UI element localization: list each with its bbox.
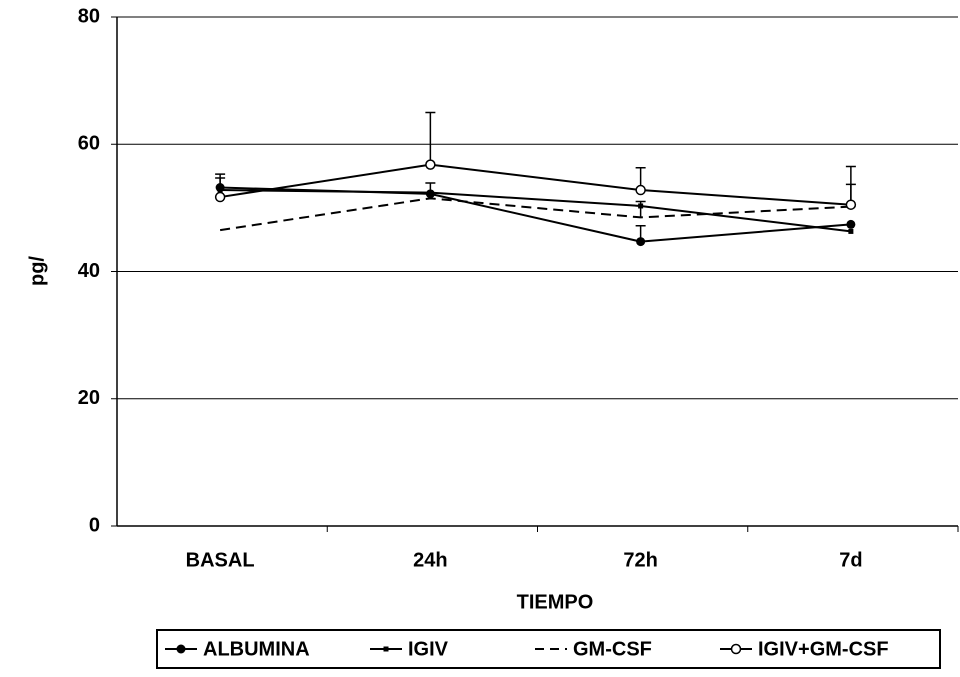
series-line — [220, 189, 851, 233]
point — [636, 237, 646, 247]
y-axis-title: pg/ — [26, 256, 48, 286]
legend-label: IGIV+GM-CSF — [758, 638, 889, 660]
point — [848, 228, 854, 234]
point — [635, 184, 646, 196]
error-bar — [215, 173, 226, 191]
point — [427, 190, 433, 196]
point — [846, 219, 856, 229]
x-tick-label: 24h — [413, 549, 447, 571]
series-line — [219, 197, 851, 232]
point — [845, 199, 857, 210]
y-tick-label: 80 — [78, 5, 100, 27]
series-line — [219, 163, 851, 206]
error-bar — [425, 111, 436, 165]
y-tick-label: 40 — [78, 260, 100, 282]
point — [425, 159, 436, 170]
y-tick-label: 60 — [78, 133, 100, 155]
point — [217, 187, 223, 193]
x-tick-label: BASAL — [186, 549, 255, 571]
legend-label: GM-CSF — [573, 638, 652, 660]
x-tick-label: 72h — [623, 549, 657, 571]
y-tick-label: 0 — [89, 514, 100, 536]
y-tick-label: 20 — [78, 387, 100, 409]
legend-marker — [730, 643, 742, 655]
error-bar — [845, 165, 856, 205]
x-axis-title: TIEMPO — [517, 591, 594, 613]
point — [214, 191, 226, 203]
x-tick-label: 7d — [839, 549, 862, 571]
legend-label: ALBUMINA — [203, 638, 310, 660]
error-bar — [635, 200, 646, 218]
legend-label: IGIV — [408, 638, 449, 660]
legend-marker — [383, 646, 389, 652]
legend-marker — [176, 644, 186, 654]
series-line — [220, 186, 851, 243]
legend-box — [156, 629, 941, 669]
